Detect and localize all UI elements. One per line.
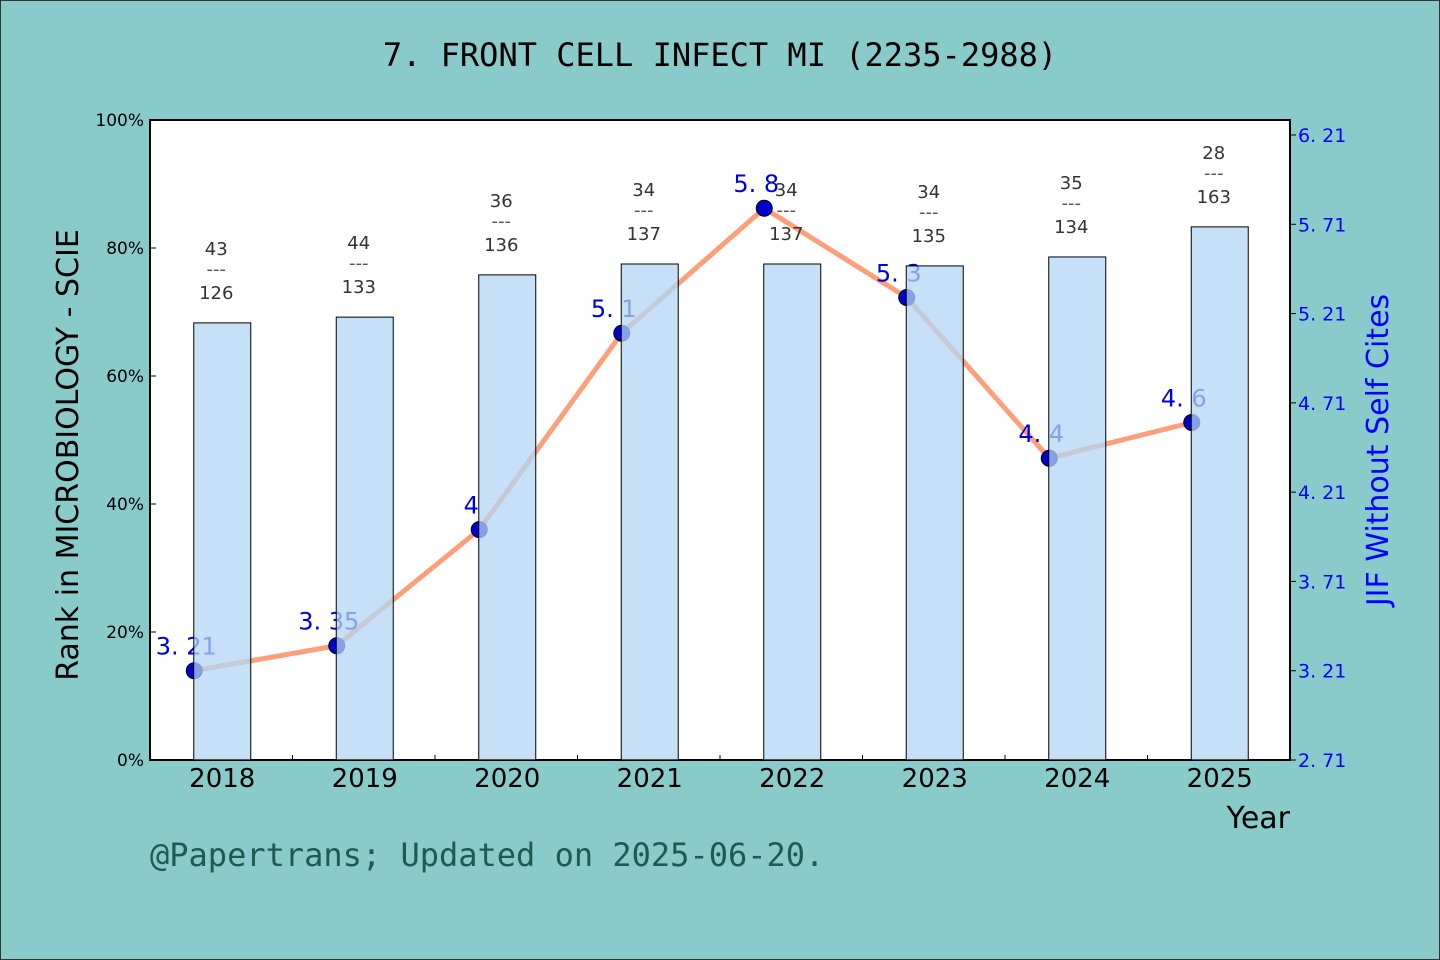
y-tick-label: 40%	[106, 495, 144, 515]
x-tick-label: 2025	[1187, 764, 1253, 794]
y-tick-label: 100%	[95, 111, 144, 131]
bar-separator: ---	[777, 200, 797, 221]
y-tick-label: 20%	[106, 623, 144, 643]
bar-rank-label: 28	[1202, 143, 1225, 164]
y-axis-label: Rank in MICROBIOLOGY - SCIE	[51, 229, 86, 681]
x-tick-label: 2024	[1044, 764, 1110, 794]
x-tick-label: 2021	[617, 764, 683, 794]
chart-title: 7. FRONT CELL INFECT MI (2235-2988)	[382, 36, 1058, 74]
bar-total-label: 126	[199, 283, 233, 304]
bar-total-label: 137	[769, 224, 803, 245]
rank-bar	[620, 263, 679, 761]
bar-rank-label: 44	[347, 233, 370, 254]
rank-bar	[335, 316, 394, 761]
y2-tick-label: 4. 71	[1298, 393, 1346, 415]
bar-separator: ---	[1204, 163, 1224, 184]
bar-separator: ---	[919, 202, 939, 223]
x-tick-label: 2018	[189, 764, 255, 794]
bar-separator: ---	[1062, 193, 1082, 214]
bar-separator: ---	[492, 211, 512, 232]
bar-rank-label: 35	[1060, 173, 1083, 194]
bar-separator: ---	[207, 259, 227, 280]
bar-total-label: 135	[912, 226, 946, 247]
bar-total-label: 133	[342, 277, 376, 298]
y2-tick-label: 5. 71	[1298, 214, 1346, 236]
rank-bar	[1048, 256, 1107, 761]
y2-axis-label: JIF Without Self Cites	[1361, 294, 1396, 608]
bar-rank-label: 36	[490, 191, 513, 212]
bar-rank-label: 34	[917, 182, 940, 203]
x-tick-label: 2022	[759, 764, 825, 794]
x-tick-label: 2023	[902, 764, 968, 794]
x-axis-label: Year	[1225, 801, 1290, 836]
bar-rank-label: 34	[632, 180, 655, 201]
footer-credit: @Papertrans; Updated on 2025-06-20.	[150, 836, 825, 874]
y-tick-label: 80%	[106, 239, 144, 259]
bar-total-label: 137	[627, 224, 661, 245]
bar-total-label: 163	[1197, 187, 1231, 208]
y-tick-label: 60%	[106, 367, 144, 387]
rank-bar	[905, 265, 964, 761]
bar-rank-label: 43	[205, 239, 228, 260]
x-tick-label: 2020	[474, 764, 540, 794]
rank-bar	[1190, 226, 1249, 761]
y2-tick-label: 5. 21	[1298, 304, 1346, 326]
bar-separator: ---	[634, 200, 654, 221]
bar-rank-label: 34	[775, 180, 798, 201]
y2-tick-label: 4. 21	[1298, 482, 1346, 504]
y2-tick-label: 3. 21	[1298, 661, 1346, 683]
bar-separator: ---	[349, 253, 369, 274]
rank-bar	[763, 263, 822, 761]
rank-bar	[193, 322, 252, 761]
bar-total-label: 136	[484, 235, 518, 256]
y2-tick-label: 2. 71	[1298, 750, 1346, 772]
y2-tick-label: 3. 71	[1298, 571, 1346, 593]
jif-label: 4	[464, 492, 479, 520]
bar-total-label: 134	[1054, 217, 1088, 238]
jif-point	[755, 199, 773, 217]
y-tick-label: 0%	[117, 751, 144, 771]
x-tick-label: 2019	[332, 764, 398, 794]
jif-label: 5. 8	[733, 170, 779, 198]
rank-bar	[478, 274, 537, 761]
y2-tick-label: 6. 21	[1298, 125, 1346, 147]
